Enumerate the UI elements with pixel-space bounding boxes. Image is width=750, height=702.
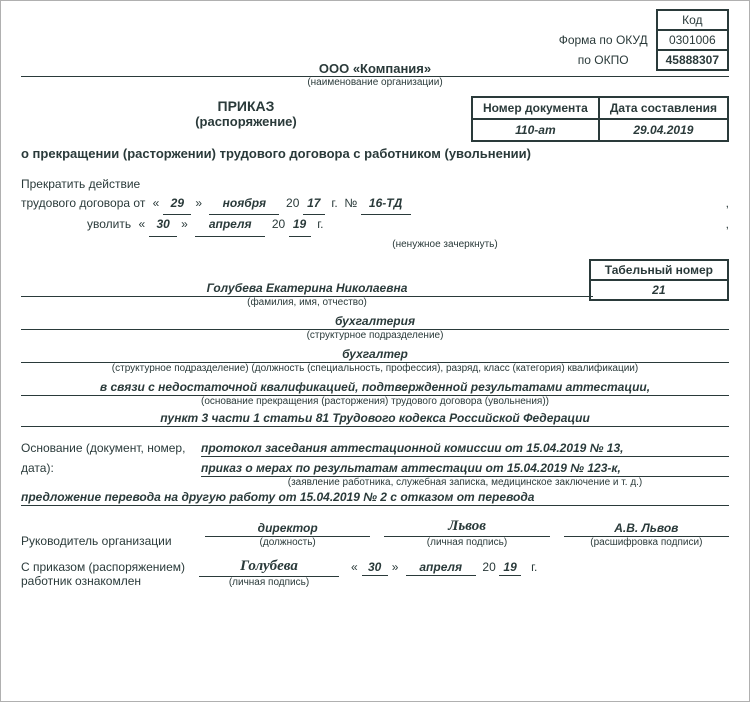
fio: Голубева Екатерина Николаевна <box>21 281 593 297</box>
ack-yy: 19 <box>499 560 521 576</box>
manager-position: директор <box>205 521 370 537</box>
reason-block: в связи с недостаточной квалификацией, п… <box>21 380 729 427</box>
basis-label1: Основание (документ, номер, <box>21 441 201 457</box>
doc-date-header: Дата составления <box>599 97 728 119</box>
contract-label: трудового договора от <box>21 196 145 210</box>
ack-century: 20 <box>482 560 495 574</box>
ack-label1: С приказом (распоряжением) <box>21 560 191 574</box>
contract-month: ноября <box>209 194 279 215</box>
ack-row: С приказом (распоряжением) работник озна… <box>21 558 729 588</box>
manager-position-caption: (должность) <box>205 537 370 548</box>
okpo-value: 45888307 <box>657 50 728 70</box>
basis-line1: протокол заседания аттестационной комисс… <box>201 441 729 457</box>
okpo-label: по ОКПО <box>551 50 657 70</box>
tabno-header: Табельный номер <box>590 260 728 280</box>
fio-row: Голубева Екатерина Николаевна (фамилия, … <box>21 281 729 308</box>
okud-value: 0301006 <box>657 30 728 50</box>
dept-caption: (структурное подразделение) <box>21 330 729 341</box>
dept-block: бухгалтерия (структурное подразделение) <box>21 314 729 341</box>
okud-label: Форма по ОКУД <box>551 30 657 50</box>
ack-day: 30 <box>362 560 388 576</box>
terminate-lead: Прекратить действие <box>21 175 729 194</box>
century2: 20 <box>272 217 285 231</box>
basis-line3: предложение перевода на другую работу от… <box>21 490 729 506</box>
year-suffix2: г. <box>317 217 323 231</box>
reason-article: пункт 3 части 1 статьи 81 Трудового коде… <box>21 411 729 427</box>
manager-decoded: А.В. Львов <box>564 521 729 537</box>
basis-label2: дата): <box>21 461 201 477</box>
reason-text: в связи с недостаточной квалификацией, п… <box>21 380 729 396</box>
doc-num-header: Номер документа <box>472 97 599 119</box>
ack-year-suffix: г. <box>531 560 537 574</box>
position: бухгалтер <box>21 347 729 363</box>
doc-date: 29.04.2019 <box>599 119 728 141</box>
ack-label2: работник ознакомлен <box>21 574 191 588</box>
dismiss-day: 30 <box>149 215 177 236</box>
manager-label: Руководитель организации <box>21 534 191 548</box>
contract-day: 29 <box>163 194 191 215</box>
terminate-block: Прекратить действие трудового договора о… <box>21 175 729 253</box>
strike-note: (ненужное зачеркнуть) <box>161 237 729 253</box>
document-page: Код Форма по ОКУД 0301006 по ОКПО 458883… <box>0 0 750 702</box>
dismiss-yy: 19 <box>289 215 311 236</box>
doc-meta-table: Номер документа Дата составления 110-ат … <box>471 96 729 142</box>
org-caption: (наименование организации) <box>21 77 729 88</box>
manager-decoded-caption: (расшифровка подписи) <box>564 537 729 548</box>
manager-signature-caption: (личная подпись) <box>384 537 549 548</box>
manager-sig-row: Руководитель организации директор (должн… <box>21 518 729 548</box>
code-block: Код Форма по ОКУД 0301006 по ОКПО 458883… <box>551 9 729 71</box>
contract-yy: 17 <box>303 194 325 215</box>
contract-num: 16-ТД <box>361 194 411 215</box>
position-caption: (структурное подразделение) (должность (… <box>21 363 729 374</box>
manager-signature: Львов <box>384 518 549 537</box>
basis-block: Основание (документ, номер, протокол зас… <box>21 441 729 506</box>
dismiss-month: апреля <box>195 215 265 236</box>
doc-number: 110-ат <box>472 119 599 141</box>
reason-caption: (основание прекращения (расторжения) тру… <box>21 396 729 407</box>
ack-month: апреля <box>406 560 476 576</box>
code-header: Код <box>657 10 728 30</box>
dismiss-label: уволить <box>87 217 131 231</box>
ack-signature-caption: (личная подпись) <box>199 577 339 588</box>
ack-signature: Голубева <box>199 558 339 577</box>
year-suffix1: г. <box>331 196 337 210</box>
basis-line2: приказ о мерах по результатам аттестации… <box>201 461 729 477</box>
fio-caption: (фамилия, имя, отчество) <box>21 297 593 308</box>
num-label: № <box>344 196 357 210</box>
doc-meta: Номер документа Дата составления 110-ат … <box>471 96 729 142</box>
dept: бухгалтерия <box>21 314 729 330</box>
basis-caption: (заявление работника, служебная записка,… <box>201 477 729 488</box>
position-block: бухгалтер (структурное подразделение) (д… <box>21 347 729 374</box>
century1: 20 <box>286 196 299 210</box>
code-table: Код Форма по ОКУД 0301006 по ОКПО 458883… <box>551 9 729 71</box>
title-line3: о прекращении (расторжении) трудового до… <box>21 146 729 161</box>
